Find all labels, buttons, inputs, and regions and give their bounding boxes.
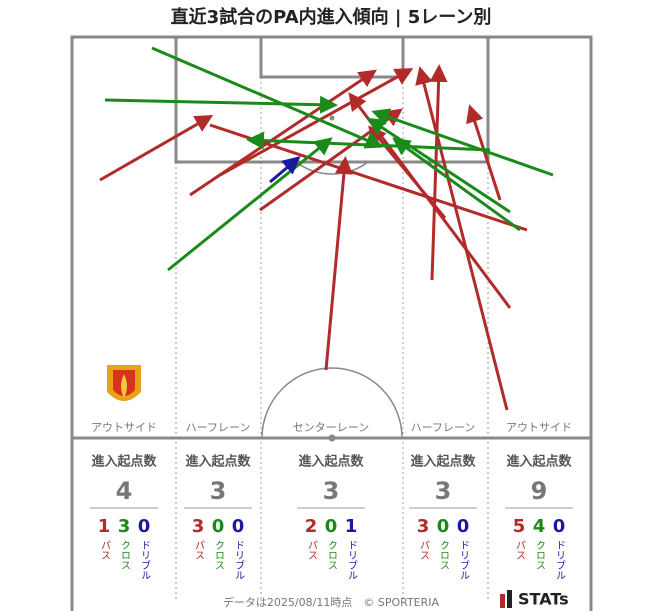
- pass-label: パス: [514, 540, 526, 560]
- footer: データは2025/08/11時点 © SPORTERIA: [223, 595, 440, 609]
- cross-label: クロス: [326, 540, 337, 570]
- lane-name: ハーフレーン: [411, 421, 476, 434]
- logo: STATs: [518, 590, 569, 609]
- cross-count: 3: [118, 516, 131, 537]
- pitch: [70, 35, 593, 611]
- cross-count: 0: [212, 516, 225, 537]
- lane-name: センターレーン: [293, 421, 369, 434]
- pass-label: パス: [193, 540, 205, 560]
- dribble-label: ドリブル: [554, 540, 566, 580]
- pass-count: 5: [513, 516, 526, 537]
- emblem: [107, 365, 141, 401]
- cross-count: 0: [325, 516, 338, 537]
- lane-name: アウトサイド: [506, 421, 572, 434]
- cross-label: クロス: [534, 540, 545, 570]
- lane-name: ハーフレーン: [186, 421, 251, 434]
- stat-header: 進入起点数: [298, 454, 364, 470]
- pass-count: 3: [192, 516, 205, 537]
- logo-mark: [507, 590, 512, 608]
- lane-name: アウトサイド: [91, 421, 157, 434]
- dribble-label: ドリブル: [139, 540, 151, 580]
- dribble-count: 0: [553, 516, 566, 537]
- pass-count: 3: [417, 516, 430, 537]
- logo-mark: [500, 594, 505, 608]
- cross-label: クロス: [119, 540, 130, 570]
- pass-label: パス: [306, 540, 318, 560]
- cross-count: 0: [437, 516, 450, 537]
- dribble-count: 0: [138, 516, 151, 537]
- dribble-count: 1: [345, 516, 358, 537]
- stat-header: 進入起点数: [91, 454, 157, 470]
- pass-count: 2: [305, 516, 318, 537]
- total: 4: [116, 477, 133, 505]
- dribble-count: 0: [457, 516, 470, 537]
- cross-label: クロス: [438, 540, 449, 570]
- total: 3: [435, 477, 452, 505]
- pass-count: 1: [98, 516, 111, 537]
- stat-header: 進入起点数: [506, 454, 572, 470]
- dribble-count: 0: [232, 516, 245, 537]
- cross-label: クロス: [213, 540, 224, 570]
- arrows: [99, 46, 554, 411]
- total: 9: [531, 477, 548, 505]
- total: 3: [210, 477, 227, 505]
- stat-header: 進入起点数: [185, 454, 251, 470]
- title: 直近3試合のPA内進入傾向 | 5レーン別: [171, 6, 492, 28]
- stat-header: 進入起点数: [410, 454, 476, 470]
- cross-count: 4: [533, 516, 546, 537]
- total: 3: [323, 477, 340, 505]
- dribble-label: ドリブル: [346, 540, 358, 580]
- dribble-label: ドリブル: [233, 540, 245, 580]
- dribble-label: ドリブル: [458, 540, 470, 580]
- lane-stats: アウトサイド進入起点数41パス3クロス0ドリブルハーフレーン進入起点数33パス0…: [90, 421, 573, 580]
- pass-label: パス: [99, 540, 111, 560]
- pass-label: パス: [418, 540, 430, 560]
